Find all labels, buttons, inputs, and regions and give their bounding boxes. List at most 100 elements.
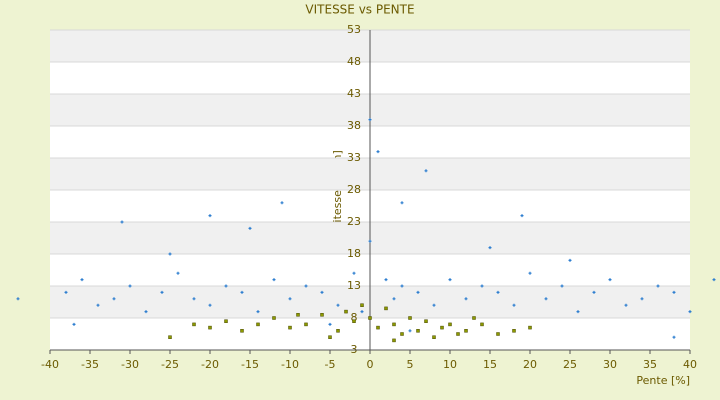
point bbox=[96, 303, 100, 307]
x-tick-label: 10 bbox=[443, 358, 457, 371]
point bbox=[352, 271, 356, 275]
y-tick-label: 23 bbox=[347, 215, 361, 228]
point bbox=[592, 290, 596, 294]
x-tick-label: -35 bbox=[81, 358, 99, 371]
point bbox=[168, 335, 172, 339]
point bbox=[320, 290, 324, 294]
point bbox=[336, 303, 340, 307]
point bbox=[576, 310, 580, 314]
point bbox=[464, 329, 468, 333]
point bbox=[192, 297, 196, 301]
chart-title: VITESSE vs PENTE bbox=[305, 3, 414, 17]
point bbox=[208, 325, 212, 330]
point bbox=[624, 303, 628, 307]
point bbox=[416, 329, 420, 333]
point bbox=[528, 325, 532, 330]
point bbox=[224, 319, 228, 323]
x-tick-label: 40 bbox=[683, 358, 697, 371]
point bbox=[192, 322, 196, 327]
point bbox=[176, 271, 180, 275]
point bbox=[440, 325, 444, 330]
point bbox=[512, 329, 516, 333]
point bbox=[544, 297, 548, 301]
point bbox=[256, 310, 260, 314]
point bbox=[376, 150, 380, 154]
x-tick-label: -20 bbox=[201, 358, 219, 371]
point bbox=[472, 316, 476, 320]
point bbox=[392, 297, 396, 301]
point bbox=[256, 322, 260, 327]
point bbox=[656, 284, 660, 288]
y-tick-label: 8 bbox=[351, 311, 358, 324]
point bbox=[304, 322, 308, 327]
point bbox=[296, 313, 300, 317]
point bbox=[272, 316, 276, 320]
x-tick-label: 30 bbox=[603, 358, 617, 371]
point bbox=[480, 284, 484, 288]
point bbox=[112, 297, 116, 301]
point bbox=[448, 322, 452, 327]
point bbox=[248, 226, 252, 230]
point bbox=[384, 306, 388, 311]
point bbox=[400, 284, 404, 288]
point bbox=[368, 118, 372, 122]
point bbox=[16, 297, 20, 301]
point bbox=[360, 303, 364, 307]
point bbox=[240, 290, 244, 294]
point bbox=[480, 322, 484, 327]
point bbox=[432, 303, 436, 307]
point bbox=[400, 201, 404, 205]
point bbox=[344, 309, 348, 314]
point bbox=[448, 278, 452, 282]
point bbox=[496, 332, 500, 336]
y-tick-label: 38 bbox=[347, 119, 361, 132]
point bbox=[640, 297, 644, 301]
x-tick-label: -15 bbox=[241, 358, 259, 371]
point bbox=[144, 310, 148, 314]
point bbox=[416, 290, 420, 294]
point bbox=[688, 310, 692, 314]
point bbox=[64, 290, 68, 294]
point bbox=[80, 278, 84, 282]
y-tick-label: 33 bbox=[347, 151, 361, 164]
point bbox=[424, 319, 428, 323]
point bbox=[120, 220, 124, 224]
point bbox=[672, 335, 676, 339]
point bbox=[528, 271, 532, 275]
point bbox=[328, 335, 332, 339]
point bbox=[392, 322, 396, 327]
point bbox=[368, 316, 372, 320]
point bbox=[168, 252, 172, 256]
point bbox=[208, 214, 212, 218]
y-tick-label: 53 bbox=[347, 23, 361, 36]
point bbox=[72, 322, 76, 326]
x-tick-label: 25 bbox=[563, 358, 577, 371]
point bbox=[304, 284, 308, 288]
point bbox=[352, 319, 356, 323]
x-tick-label: 0 bbox=[367, 358, 374, 371]
x-tick-label: 35 bbox=[643, 358, 657, 371]
x-axis-label: Pente [%] bbox=[636, 374, 690, 387]
point bbox=[520, 214, 524, 218]
x-tick-label: -10 bbox=[281, 358, 299, 371]
point bbox=[672, 290, 676, 294]
point bbox=[496, 290, 500, 294]
y-tick-label: 28 bbox=[347, 183, 361, 196]
x-tick-label: 5 bbox=[407, 358, 414, 371]
point bbox=[512, 303, 516, 307]
point bbox=[224, 284, 228, 288]
point bbox=[560, 284, 564, 288]
point bbox=[240, 329, 244, 333]
point bbox=[392, 338, 396, 343]
point bbox=[456, 332, 460, 336]
point bbox=[288, 297, 292, 301]
x-tick-label: -30 bbox=[121, 358, 139, 371]
y-tick-label: 18 bbox=[347, 247, 361, 260]
point bbox=[424, 169, 428, 173]
point bbox=[368, 239, 372, 243]
x-tick-label: -25 bbox=[161, 358, 179, 371]
point bbox=[320, 313, 324, 317]
point bbox=[608, 278, 612, 282]
point bbox=[568, 258, 572, 262]
